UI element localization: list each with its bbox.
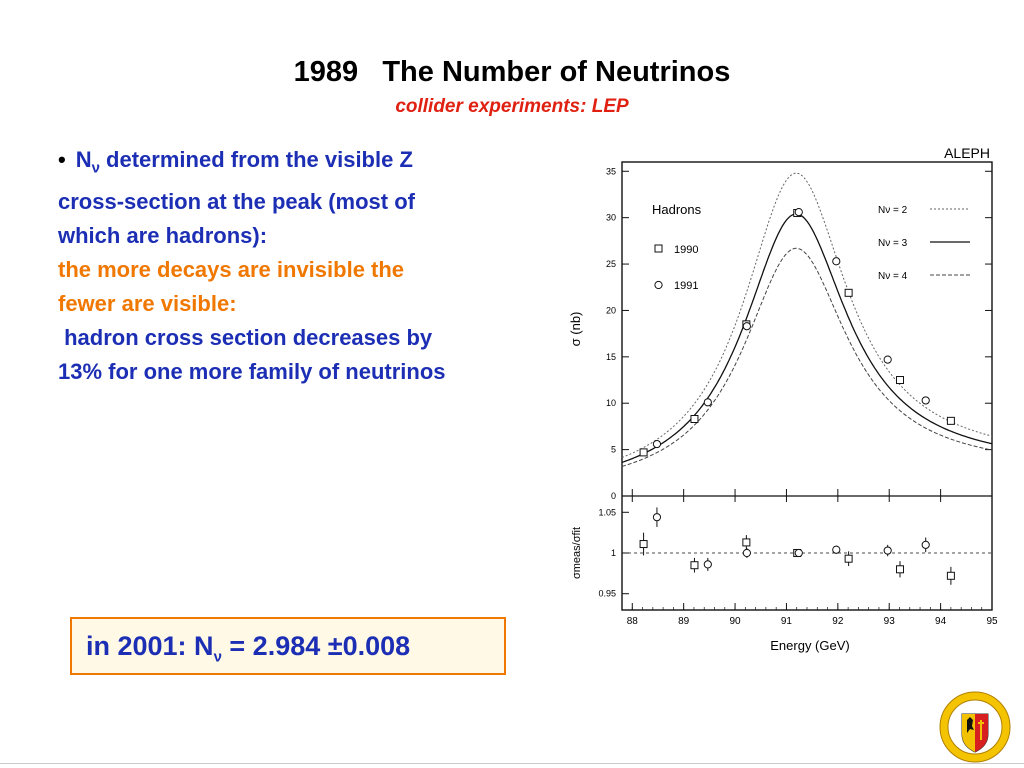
data-point-1990 bbox=[844, 288, 853, 297]
aleph-chart: 88 89 90 91 92 93 94 95 0 5 10 15 20 25 30 35 0.95 1 1.05 A… bbox=[568, 145, 998, 653]
result-text: in 2001: Nν = 2.984 ±0.008 bbox=[86, 631, 410, 665]
data-point-1990 bbox=[946, 416, 955, 425]
y-tick-label: 25 bbox=[606, 259, 616, 269]
x-tick-label: 94 bbox=[935, 616, 947, 627]
curve-legend-label: Nν = 4 bbox=[878, 271, 908, 282]
curve-legend-label: Nν = 2 bbox=[878, 205, 908, 216]
y-tick-label: 15 bbox=[606, 352, 616, 362]
bullet-orange-line-1: the more decays are invisible the bbox=[58, 257, 405, 283]
x-tick-label: 95 bbox=[986, 616, 998, 627]
data-point-1991 bbox=[832, 257, 841, 266]
bullet-line-2: cross-section at the peak (most of bbox=[58, 189, 415, 215]
slide-subtitle: collider experiments: LEP bbox=[395, 96, 629, 117]
x-tick-label: 90 bbox=[729, 616, 741, 627]
ratio-point-1991 bbox=[921, 540, 930, 549]
bullet-orange-line-2: fewer are visible: bbox=[58, 291, 237, 317]
y-tick-label: 0 bbox=[611, 491, 616, 501]
fit-curve-4 bbox=[621, 247, 993, 467]
data-point-1991 bbox=[883, 355, 892, 364]
ratio-point-1990 bbox=[896, 565, 905, 574]
ratio-y-tick-label: 0.95 bbox=[598, 589, 616, 599]
result-value: = 2.984 ±0.008 bbox=[221, 631, 411, 661]
bullet-subscript: ν bbox=[91, 159, 100, 177]
ratio-point-1990 bbox=[639, 540, 648, 549]
crest-shield-icon bbox=[961, 713, 989, 753]
curve-legend-label: Nν = 3 bbox=[878, 238, 908, 249]
y-axis-label: σ (nb) bbox=[568, 312, 583, 347]
experiment-label: ALEPH bbox=[944, 145, 990, 161]
slide-title: 1989 The Number of Neutrinos bbox=[293, 56, 731, 88]
ratio-point-1990 bbox=[742, 538, 751, 547]
crest-logo bbox=[939, 691, 1011, 763]
bullet-block: • Nν determined from the visible Z cross-… bbox=[58, 143, 568, 389]
legend-marker-1990 bbox=[654, 244, 663, 253]
ratio-point-1991 bbox=[703, 560, 712, 569]
result-subscript: ν bbox=[213, 648, 222, 666]
x-tick-label: 88 bbox=[627, 616, 639, 627]
x-tick-label: 93 bbox=[884, 616, 896, 627]
fit-curve-2 bbox=[621, 172, 993, 458]
x-tick-label: 89 bbox=[678, 616, 690, 627]
x-axis-label: Energy (GeV) bbox=[770, 638, 849, 653]
ratio-point-1990 bbox=[946, 571, 955, 580]
result-prefix: in 2001: N bbox=[86, 631, 214, 661]
result-box: in 2001: Nν = 2.984 ±0.008 bbox=[70, 617, 506, 675]
y-tick-label: 35 bbox=[606, 166, 616, 176]
bullet-line-1-text: determined from the visible Z bbox=[99, 147, 413, 172]
legend-label-1990: 1990 bbox=[674, 244, 698, 256]
ratio-y-tick-label: 1.05 bbox=[598, 507, 616, 517]
data-point-1990 bbox=[639, 448, 648, 457]
ratio-point-1991 bbox=[652, 513, 662, 522]
bullet-line-1: • Nν determined from the visible Z bbox=[58, 143, 568, 185]
data-point-1991 bbox=[742, 322, 751, 331]
data-point-1991 bbox=[794, 208, 803, 217]
bullet-dot: • bbox=[58, 147, 66, 172]
footer-divider bbox=[0, 763, 1024, 764]
legend-marker-1991 bbox=[654, 280, 663, 290]
ratio-point-1991 bbox=[742, 548, 751, 558]
plot-frame bbox=[621, 161, 993, 611]
data-point-1991 bbox=[652, 439, 662, 449]
panel-label: Hadrons bbox=[652, 202, 702, 217]
y-tick-label: 5 bbox=[611, 445, 616, 455]
legend-label-1991: 1991 bbox=[674, 280, 698, 292]
data-point-1990 bbox=[896, 376, 905, 385]
data-point-1991 bbox=[703, 398, 712, 407]
data-point-1990 bbox=[690, 414, 699, 423]
ratio-y-tick-label: 1 bbox=[611, 548, 616, 558]
x-tick-label: 92 bbox=[832, 616, 844, 627]
data-point-1991 bbox=[921, 396, 930, 405]
ratio-axis-label: σmeas/σfit bbox=[571, 527, 583, 579]
y-tick-label: 30 bbox=[606, 213, 616, 223]
bullet-line-5: 13% for one more family of neutrinos bbox=[58, 359, 446, 385]
fit-curve-3 bbox=[621, 213, 993, 464]
bullet-line-4: hadron cross section decreases by bbox=[58, 325, 433, 351]
y-tick-label: 20 bbox=[606, 305, 616, 315]
y-tick-label: 10 bbox=[606, 398, 616, 408]
x-tick-label: 91 bbox=[781, 616, 793, 627]
ratio-point-1991 bbox=[832, 545, 841, 554]
ratio-point-1991 bbox=[794, 548, 803, 558]
ratio-point-1990 bbox=[844, 554, 853, 563]
bullet-symbol: N bbox=[75, 147, 92, 172]
bullet-line-3: which are hadrons): bbox=[58, 223, 268, 249]
ratio-point-1991 bbox=[883, 546, 892, 555]
ratio-point-1990 bbox=[690, 561, 699, 570]
